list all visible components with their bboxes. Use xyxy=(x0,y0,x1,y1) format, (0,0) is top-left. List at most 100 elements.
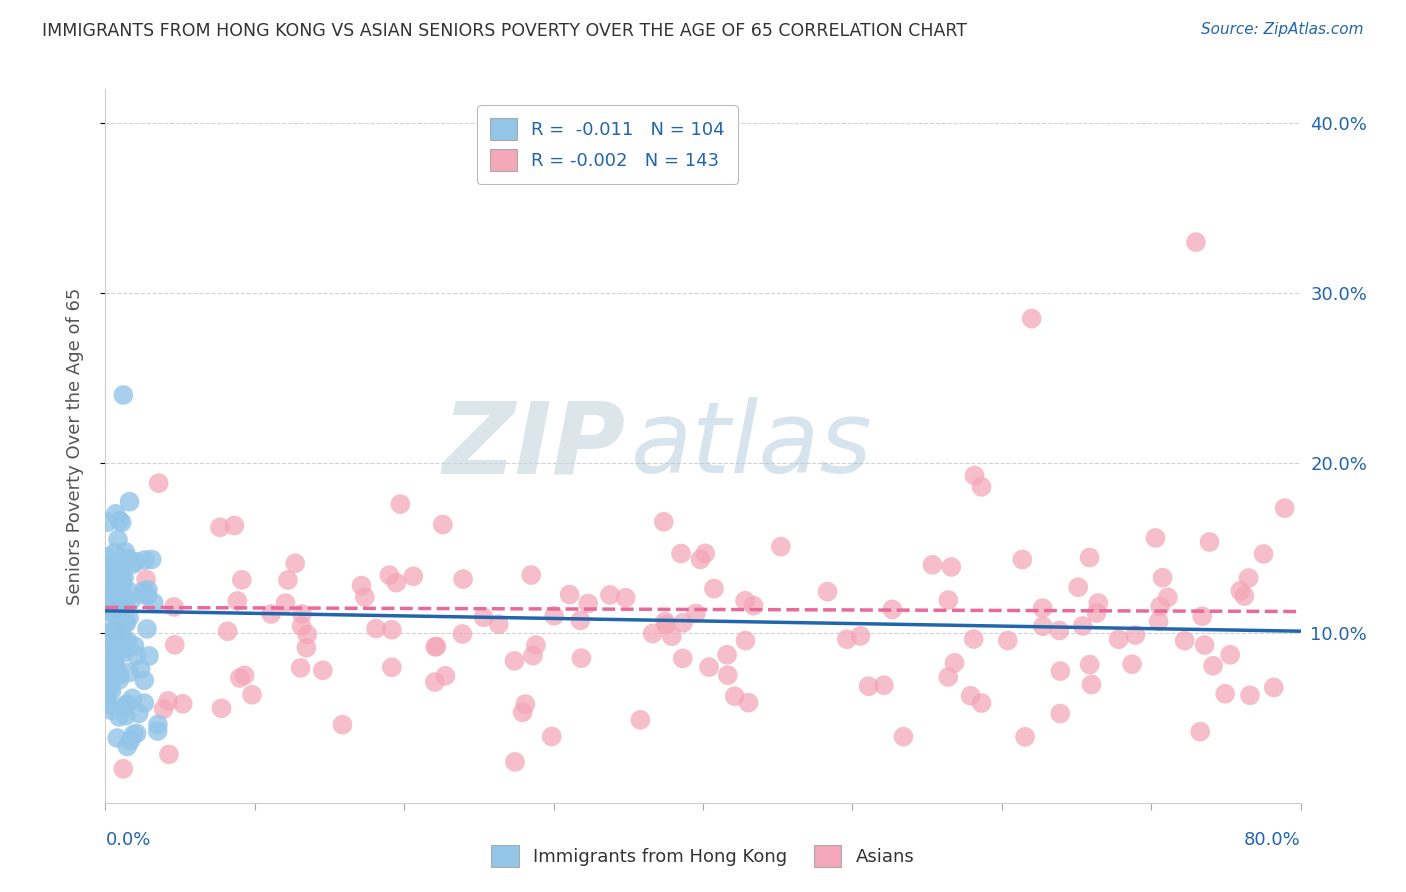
Point xyxy=(98,639,121,653)
Text: 0.0%: 0.0% xyxy=(105,831,150,849)
Point xyxy=(569,651,592,665)
Point xyxy=(112,570,135,584)
Point xyxy=(716,648,738,662)
Point xyxy=(101,643,124,657)
Point xyxy=(157,694,180,708)
Legend: R =  -0.011   N = 104, R = -0.002   N = 143: R = -0.011 N = 104, R = -0.002 N = 143 xyxy=(477,105,738,184)
Point xyxy=(769,540,792,554)
Point xyxy=(425,640,447,654)
Text: ZIP: ZIP xyxy=(443,398,626,494)
Point xyxy=(353,590,375,604)
Point xyxy=(290,661,312,675)
Point xyxy=(107,533,129,547)
Text: atlas: atlas xyxy=(631,398,873,494)
Point xyxy=(488,617,510,632)
Point xyxy=(97,515,120,529)
Point xyxy=(1198,535,1220,549)
Point xyxy=(117,583,139,598)
Point xyxy=(291,607,314,621)
Point xyxy=(997,633,1019,648)
Point xyxy=(1067,580,1090,594)
Point xyxy=(114,545,136,559)
Point xyxy=(522,648,544,663)
Point xyxy=(125,648,148,663)
Point xyxy=(132,584,155,599)
Point xyxy=(274,596,297,610)
Point xyxy=(893,730,915,744)
Point xyxy=(211,701,233,715)
Point xyxy=(114,708,136,723)
Point xyxy=(1071,619,1094,633)
Point xyxy=(122,557,145,571)
Point xyxy=(703,582,725,596)
Point xyxy=(132,588,155,602)
Point xyxy=(136,622,159,636)
Point xyxy=(1274,501,1296,516)
Point xyxy=(97,698,120,712)
Point xyxy=(146,724,169,739)
Point xyxy=(1032,619,1054,633)
Point xyxy=(1049,706,1071,721)
Point xyxy=(114,599,136,614)
Point xyxy=(1152,571,1174,585)
Point xyxy=(98,605,121,619)
Point xyxy=(100,684,122,698)
Point xyxy=(112,646,135,660)
Point xyxy=(669,547,692,561)
Point xyxy=(121,691,143,706)
Point xyxy=(569,613,592,627)
Point xyxy=(503,755,526,769)
Point xyxy=(970,696,993,710)
Point xyxy=(112,616,135,631)
Point xyxy=(114,698,136,713)
Point xyxy=(108,571,131,585)
Point xyxy=(124,555,146,569)
Point xyxy=(689,552,711,566)
Point xyxy=(936,593,959,607)
Point xyxy=(284,556,307,570)
Point xyxy=(101,656,124,670)
Point xyxy=(297,627,319,641)
Point xyxy=(229,671,252,685)
Point xyxy=(128,706,150,721)
Point xyxy=(134,673,156,688)
Point xyxy=(628,713,651,727)
Point xyxy=(134,553,156,567)
Point xyxy=(120,594,142,608)
Point xyxy=(96,561,118,575)
Point xyxy=(402,569,425,583)
Point xyxy=(111,629,134,643)
Point xyxy=(451,572,474,586)
Point xyxy=(332,717,354,731)
Point xyxy=(107,624,129,639)
Point xyxy=(98,654,121,668)
Point xyxy=(136,582,159,597)
Point xyxy=(873,678,896,692)
Point xyxy=(163,638,186,652)
Text: IMMIGRANTS FROM HONG KONG VS ASIAN SENIORS POVERTY OVER THE AGE OF 65 CORRELATIO: IMMIGRANTS FROM HONG KONG VS ASIAN SENIO… xyxy=(42,22,967,40)
Point xyxy=(685,607,707,621)
Point xyxy=(1014,730,1036,744)
Point xyxy=(599,588,621,602)
Point xyxy=(134,696,156,710)
Point xyxy=(724,690,747,704)
Point xyxy=(129,662,152,676)
Point xyxy=(103,578,125,592)
Point xyxy=(101,625,124,640)
Point xyxy=(817,584,839,599)
Point xyxy=(936,670,959,684)
Point xyxy=(1047,624,1070,638)
Point xyxy=(1121,657,1143,672)
Point xyxy=(163,599,186,614)
Point xyxy=(103,607,125,621)
Point xyxy=(100,588,122,602)
Point xyxy=(524,638,547,652)
Point xyxy=(520,568,543,582)
Point xyxy=(96,690,118,705)
Point xyxy=(101,559,124,574)
Point xyxy=(576,597,599,611)
Point xyxy=(941,560,963,574)
Point xyxy=(108,667,131,681)
Point xyxy=(558,588,581,602)
Point xyxy=(695,546,717,560)
